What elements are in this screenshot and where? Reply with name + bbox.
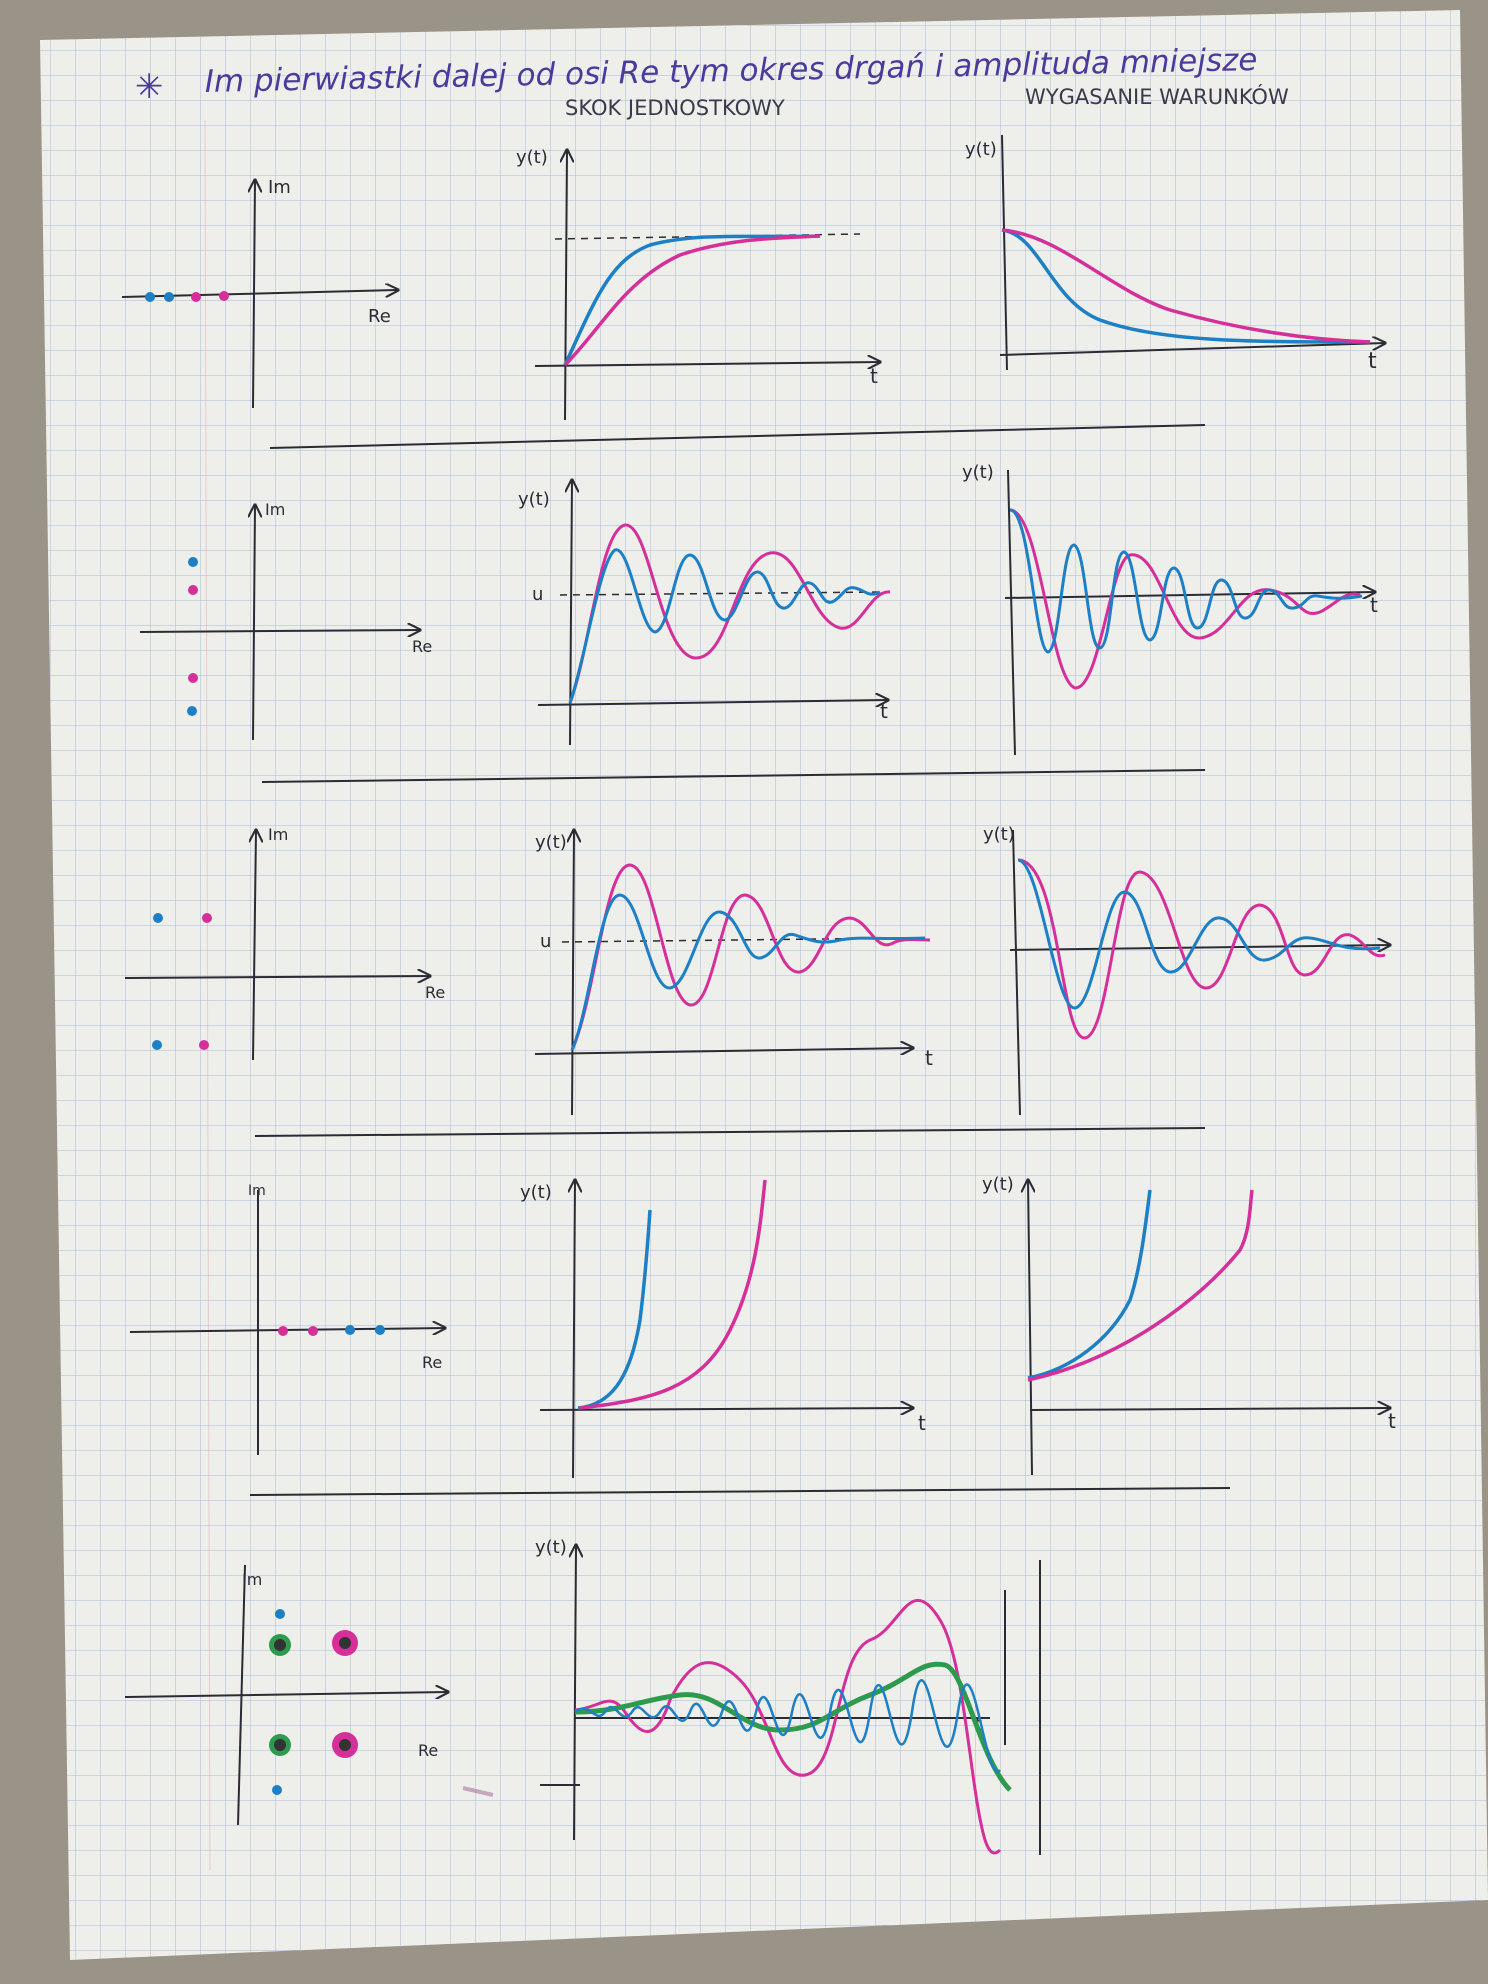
t-label: t xyxy=(1388,1409,1396,1433)
pole-plot xyxy=(124,830,430,1061)
yt-label: y(t) xyxy=(518,489,550,510)
step-plot xyxy=(534,830,913,1116)
yt-label: y(t) xyxy=(983,824,1015,845)
yt-label: y(t) xyxy=(982,1174,1014,1195)
re-axis-label: Re xyxy=(368,306,391,327)
u-label: u xyxy=(540,931,551,952)
pole-markers xyxy=(278,1325,385,1336)
step-plot xyxy=(539,1180,913,1479)
t-label: t xyxy=(880,699,888,723)
curve-blue xyxy=(1027,1189,1152,1380)
im-axis-label: Im xyxy=(268,177,291,198)
t-label: t xyxy=(925,1046,933,1070)
re-axis-label: Re xyxy=(425,983,445,1002)
pole-markers xyxy=(152,913,212,1050)
t-label: t xyxy=(870,364,878,388)
yt-label: y(t) xyxy=(535,1537,567,1558)
yt-label: y(t) xyxy=(516,147,548,168)
yt-label: y(t) xyxy=(962,462,994,483)
curve-magenta xyxy=(1027,1189,1254,1382)
t-label: t xyxy=(1368,349,1377,374)
decay-plot xyxy=(999,134,1385,371)
re-axis-label: Re xyxy=(418,1741,438,1760)
curve-blue xyxy=(568,548,881,704)
curve-magenta xyxy=(574,1598,1002,1855)
curve-blue xyxy=(563,234,821,366)
star-mark: ✳ xyxy=(135,67,164,107)
im-axis-label: Im xyxy=(248,1183,266,1199)
step-plot xyxy=(534,150,880,421)
curve-blue xyxy=(577,1209,652,1410)
column-heading-step: SKOK JEDNOSTKOWY xyxy=(565,96,785,120)
column-heading-decay: WYGASANIE WARUNKÓW xyxy=(1025,84,1289,109)
curve-blue xyxy=(1009,508,1363,654)
pole-markers xyxy=(187,557,198,716)
curve-magenta xyxy=(579,1179,767,1410)
curve-blue xyxy=(574,1679,1001,1773)
t-label: t xyxy=(1370,593,1378,617)
re-axis-label: Re xyxy=(422,1353,442,1372)
yt-label: y(t) xyxy=(535,832,567,853)
curve-magenta xyxy=(563,234,821,367)
decay-plot xyxy=(1028,1180,1390,1476)
step-plot xyxy=(540,1545,1041,1855)
curve-blue xyxy=(1001,228,1371,344)
pole-markers xyxy=(269,1609,358,1795)
decay-plot xyxy=(1004,469,1375,756)
t-label: t xyxy=(918,1411,926,1435)
curve-magenta xyxy=(568,523,891,704)
im-axis-label: Im xyxy=(265,500,285,519)
curve-magenta xyxy=(570,863,931,1051)
row-imag-poles: Im Re y(t) u t y(t) t xyxy=(139,462,1378,756)
curve-magenta xyxy=(1009,508,1361,690)
row-positive-real: Im Re y(t) t y(t) t xyxy=(129,1174,1396,1479)
pole-plot xyxy=(124,1564,448,1826)
curve-magenta xyxy=(1017,858,1386,1040)
row-real-poles: Im Re y(t) t y(t) t xyxy=(121,134,1385,421)
row-separators xyxy=(249,424,1231,1496)
curve-blue xyxy=(570,893,926,1051)
decay-plot xyxy=(1009,829,1390,1116)
curve-green xyxy=(574,1661,1012,1792)
pole-markers xyxy=(145,291,229,302)
im-axis-label: Im xyxy=(268,825,288,844)
curve-magenta xyxy=(1001,228,1371,344)
row-unstable-complex: Im Re y(t) t xyxy=(124,1537,1041,1855)
pole-plot xyxy=(139,505,420,741)
pen-smudge xyxy=(462,1786,494,1797)
curve-blue xyxy=(1017,858,1381,1010)
row-complex-poles: Im Re y(t) u t y(t) xyxy=(124,824,1390,1116)
im-axis-label: Im xyxy=(242,1570,262,1589)
yt-label: y(t) xyxy=(520,1182,552,1203)
u-label: u xyxy=(532,584,543,605)
yt-label: y(t) xyxy=(965,139,997,160)
re-axis-label: Re xyxy=(412,637,432,656)
